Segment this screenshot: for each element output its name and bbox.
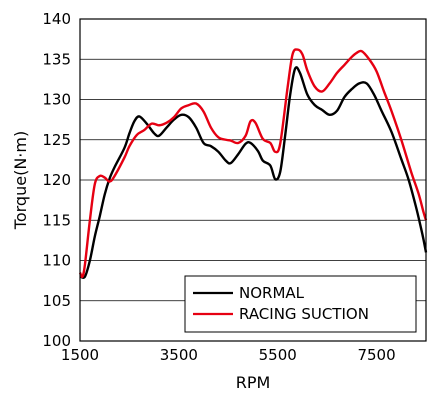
x-tick-label: 7500 bbox=[357, 346, 395, 364]
x-tick-label: 3500 bbox=[160, 346, 198, 364]
series-lines bbox=[78, 48, 428, 279]
y-tick-label: 115 bbox=[42, 211, 71, 229]
y-tick-label: 110 bbox=[42, 252, 71, 270]
x-axis-label: RPM bbox=[236, 373, 271, 392]
y-tick-label: 125 bbox=[42, 131, 71, 149]
series-line-racing-suction bbox=[78, 48, 428, 279]
y-tick-label: 135 bbox=[42, 50, 71, 68]
x-tick-labels: 1500 3500 5500 7500 bbox=[61, 346, 396, 364]
series-line-normal bbox=[79, 66, 428, 279]
plot-frame bbox=[79, 18, 427, 342]
y-tick-labels: 100 105 110 115 120 125 130 135 140 bbox=[42, 10, 71, 350]
y-tick-label: 100 bbox=[42, 332, 71, 350]
x-tick-label: 1500 bbox=[61, 346, 99, 364]
y-tick-label: 130 bbox=[42, 91, 71, 109]
legend: NORMAL RACING SUCTION bbox=[184, 275, 417, 333]
legend-label-racing-suction: RACING SUCTION bbox=[239, 305, 369, 323]
y-tick-label: 140 bbox=[42, 10, 71, 28]
y-axis-label: Torque(N·m) bbox=[11, 131, 30, 230]
gridlines bbox=[80, 58, 426, 302]
legend-box bbox=[184, 275, 417, 333]
y-tick-label: 105 bbox=[42, 292, 71, 310]
y-tick-label: 120 bbox=[42, 171, 71, 189]
x-tick-label: 5500 bbox=[259, 346, 297, 364]
legend-label-normal: NORMAL bbox=[239, 284, 305, 302]
